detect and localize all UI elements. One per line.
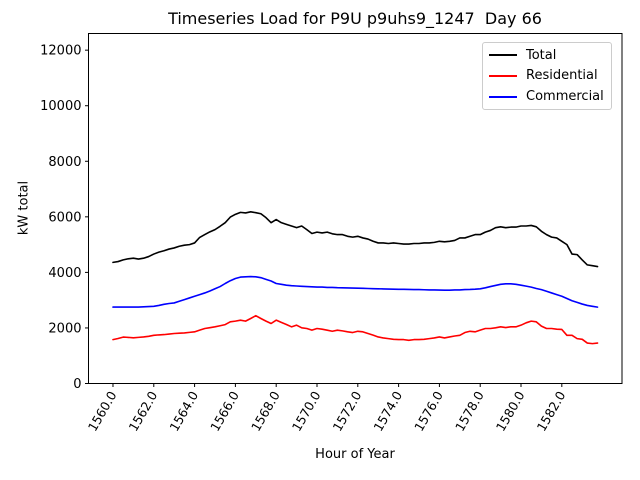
y-axis-tick-label: 0 bbox=[73, 377, 81, 392]
legend-entry-residential: Residential bbox=[489, 66, 611, 86]
x-axis-tick-label: 1566.0 bbox=[207, 388, 242, 433]
x-axis-tick-label: 1562.0 bbox=[126, 388, 161, 433]
y-axis-tick-label: 12000 bbox=[40, 44, 81, 59]
legend-label-residential: Residential bbox=[526, 68, 598, 84]
y-axis-tick-label: 4000 bbox=[48, 266, 81, 281]
x-axis-tick-label: 1564.0 bbox=[166, 388, 201, 433]
y-axis-tick-label: 8000 bbox=[48, 155, 81, 170]
x-axis-tick-label: 1576.0 bbox=[411, 388, 446, 433]
x-axis-tick-label: 1582.0 bbox=[534, 388, 569, 433]
legend-line-commercial bbox=[489, 95, 517, 98]
legend: Total Residential Commercial bbox=[482, 42, 612, 110]
legend-entry-total: Total bbox=[489, 45, 611, 65]
series-line-commercial bbox=[112, 275, 599, 308]
legend-entry-commercial: Commercial bbox=[489, 87, 611, 107]
x-axis-tick-label: 1570.0 bbox=[289, 388, 324, 433]
legend-label-commercial: Commercial bbox=[526, 89, 604, 105]
y-axis-label: kW total bbox=[16, 180, 32, 236]
y-axis-tick-label: 2000 bbox=[48, 321, 81, 336]
series-line-total bbox=[112, 211, 599, 268]
legend-label-total: Total bbox=[526, 47, 557, 63]
legend-line-residential bbox=[489, 74, 517, 77]
x-axis-tick-label: 1568.0 bbox=[248, 388, 283, 433]
series-line-residential bbox=[112, 314, 599, 345]
axes-frame bbox=[88, 33, 623, 384]
x-axis-tick-label: 1580.0 bbox=[493, 388, 528, 433]
x-axis-tick-label: 1574.0 bbox=[370, 388, 405, 433]
x-axis-tick-label: 1578.0 bbox=[452, 388, 487, 433]
x-axis-tick-label: 1560.0 bbox=[85, 388, 120, 433]
x-axis-tick-label: 1572.0 bbox=[330, 388, 365, 433]
y-axis-tick-label: 6000 bbox=[48, 210, 81, 225]
legend-line-total bbox=[489, 54, 517, 57]
y-axis-tick-label: 10000 bbox=[40, 99, 81, 114]
chart-title: Timeseries Load for P9U p9uhs9_1247 Day … bbox=[168, 9, 542, 28]
x-axis-label: Hour of Year bbox=[315, 447, 395, 462]
